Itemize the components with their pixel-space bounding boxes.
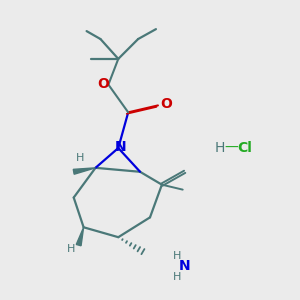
Text: H: H [172,272,181,282]
Text: N: N [115,140,126,154]
Text: —: — [224,141,238,155]
Text: N: N [179,259,190,273]
Polygon shape [73,168,95,174]
Text: H: H [67,244,75,254]
Text: Cl: Cl [238,141,253,155]
Text: H: H [214,141,224,155]
Polygon shape [76,227,84,246]
Text: O: O [98,76,110,91]
Text: O: O [160,98,172,111]
Text: H: H [172,251,181,261]
Text: H: H [76,153,84,163]
